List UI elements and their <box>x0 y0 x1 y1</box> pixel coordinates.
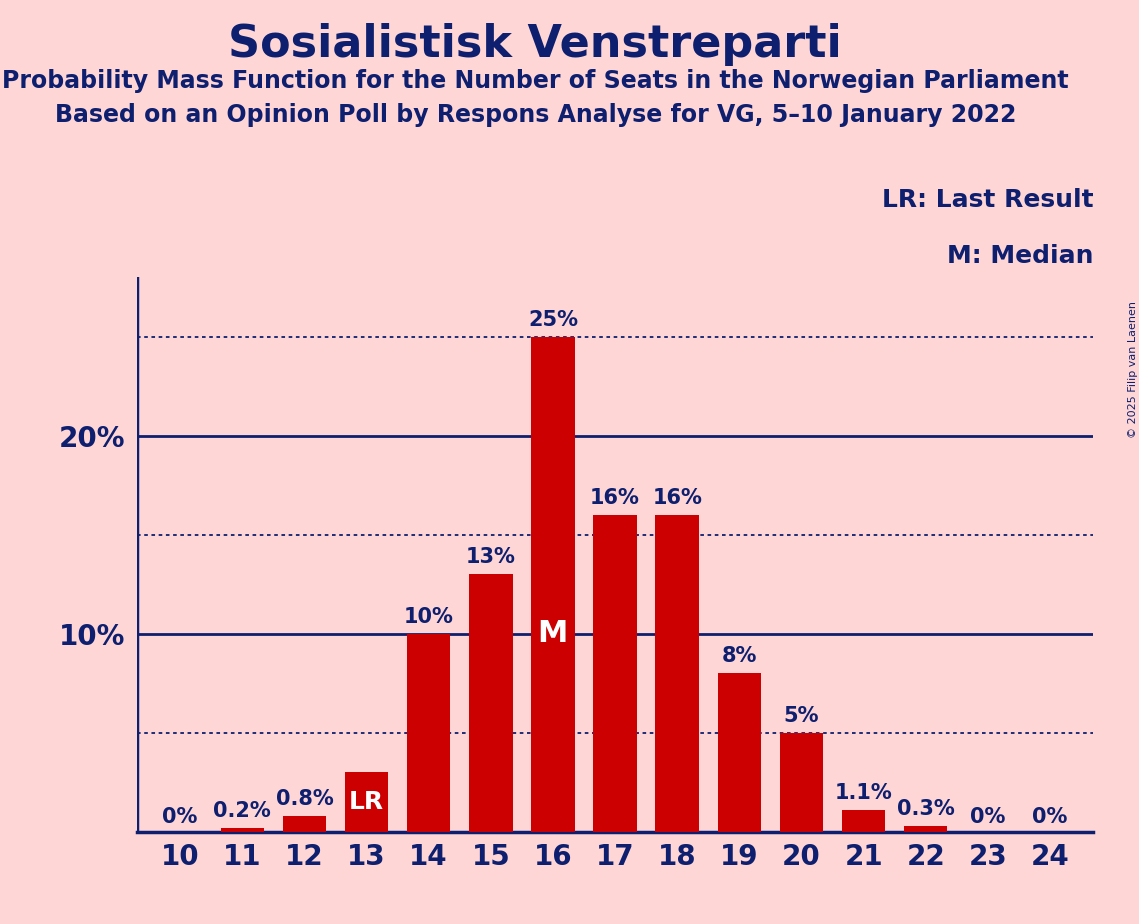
Text: 0.2%: 0.2% <box>213 801 271 821</box>
Text: 0%: 0% <box>970 807 1006 827</box>
Text: 16%: 16% <box>590 488 640 508</box>
Text: M: Median: M: Median <box>947 244 1093 268</box>
Text: 0.8%: 0.8% <box>276 789 334 808</box>
Bar <box>718 674 761 832</box>
Bar <box>780 733 823 832</box>
Text: Probability Mass Function for the Number of Seats in the Norwegian Parliament: Probability Mass Function for the Number… <box>2 69 1068 93</box>
Text: 5%: 5% <box>784 706 819 725</box>
Bar <box>469 574 513 832</box>
Text: 16%: 16% <box>653 488 702 508</box>
Text: © 2025 Filip van Laenen: © 2025 Filip van Laenen <box>1129 301 1138 438</box>
Bar <box>407 634 450 832</box>
Text: 8%: 8% <box>722 646 757 666</box>
Text: 0.3%: 0.3% <box>896 798 954 819</box>
Text: 1.1%: 1.1% <box>835 783 893 803</box>
Text: Sosialistisk Venstreparti: Sosialistisk Venstreparti <box>229 23 842 67</box>
Text: 13%: 13% <box>466 547 516 567</box>
Bar <box>531 336 575 832</box>
Text: 0%: 0% <box>163 807 198 827</box>
Text: 0%: 0% <box>1032 807 1067 827</box>
Bar <box>221 828 264 832</box>
Bar <box>904 826 948 832</box>
Bar <box>655 515 699 832</box>
Bar <box>593 515 637 832</box>
Bar <box>345 772 388 832</box>
Text: LR: Last Result: LR: Last Result <box>882 188 1093 213</box>
Bar <box>842 809 885 832</box>
Text: LR: LR <box>349 790 384 814</box>
Text: 10%: 10% <box>403 607 453 626</box>
Text: M: M <box>538 619 568 648</box>
Text: Based on an Opinion Poll by Respons Analyse for VG, 5–10 January 2022: Based on an Opinion Poll by Respons Anal… <box>55 103 1016 128</box>
Bar <box>282 816 326 832</box>
Text: 25%: 25% <box>528 310 577 330</box>
